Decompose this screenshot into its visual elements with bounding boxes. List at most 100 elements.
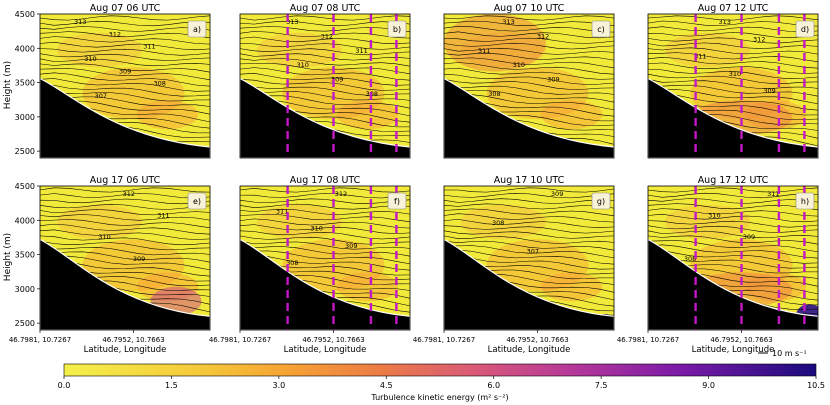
y-tick-label: 2500 xyxy=(15,319,35,328)
isentrope-line xyxy=(444,25,614,33)
isentrope-line xyxy=(240,20,410,27)
isentrope-line xyxy=(240,36,410,45)
isentrope-line xyxy=(648,187,818,193)
isentrope-line xyxy=(648,208,818,217)
tke-patch xyxy=(336,272,399,302)
contour-label: 312 xyxy=(753,35,765,43)
isentrope-line xyxy=(444,20,614,27)
isentrope-line xyxy=(444,225,614,234)
isentrope-line xyxy=(240,203,410,210)
isentrope-line xyxy=(40,240,210,251)
contour-label: 312 xyxy=(123,190,135,198)
contour-label: 307 xyxy=(95,92,107,100)
contour-label: 310 xyxy=(513,61,525,69)
isentrope-line xyxy=(444,62,614,75)
isentrope-line xyxy=(240,240,410,250)
contour-label: 308 xyxy=(488,90,500,98)
isentrope-line xyxy=(40,223,210,235)
isentrope-line xyxy=(648,84,818,97)
tke-patch xyxy=(136,100,199,130)
contour-label: 308 xyxy=(684,255,696,263)
x-tick-label: 46.7981, 10.7267 xyxy=(9,336,71,344)
panel-a: 313 312 311 310 309 308 307 a) Aug 07 06 UTC 2500… xyxy=(15,3,211,159)
isentrope-line xyxy=(648,225,818,233)
contour-label: 310 xyxy=(708,212,720,220)
isentrope-line xyxy=(40,245,210,256)
isentrope-line xyxy=(444,79,614,90)
y-tick-label: 3500 xyxy=(15,251,35,260)
isentrope-line xyxy=(40,89,210,102)
x-tick-label: 46.7981, 10.7267 xyxy=(413,336,475,344)
isentrope-line xyxy=(648,220,818,228)
isentrope-line xyxy=(444,52,614,61)
colorbar-label: Turbulence kinetic energy (m² s⁻²) xyxy=(370,393,508,402)
panel-d: 313 312 311 310 309 d) Aug 07 12 UTC xyxy=(647,3,819,159)
terrain xyxy=(40,77,210,158)
terrain xyxy=(240,77,410,158)
isentrope-line xyxy=(648,37,818,44)
contour-label: 309 xyxy=(551,190,563,198)
panel-e: 312 311 310 309 e) Aug 17 06 UTC 2500 3000 3500 4… xyxy=(15,175,211,331)
x-axis-label: Latitude, Longitude xyxy=(284,345,367,355)
isentrope-line xyxy=(240,89,410,101)
isentrope-line xyxy=(40,78,210,92)
isentrope-line xyxy=(648,244,818,259)
isentrope-line xyxy=(40,209,210,216)
contour-label: 313 xyxy=(74,18,86,26)
isentrope-line xyxy=(648,203,818,211)
contour-label: 311 xyxy=(143,43,155,51)
isentrope-line xyxy=(648,62,818,74)
isentrope-line xyxy=(240,213,410,223)
isentrope-line xyxy=(648,47,818,55)
colorbar-bar xyxy=(63,363,817,377)
panel-c: 313 312 311 310 309 308 c) Aug 07 10 UTC xyxy=(443,3,615,159)
isentrope-line xyxy=(444,37,614,44)
panel-title: Aug 17 12 UTC xyxy=(698,175,769,186)
contour-label: 311 xyxy=(276,207,288,215)
isentrope-line xyxy=(444,42,614,50)
isentrope-line xyxy=(40,193,210,199)
y-tick-label: 2500 xyxy=(15,147,35,156)
isentrope-line xyxy=(648,213,818,223)
contour-label: 308 xyxy=(286,259,298,267)
panel-title: Aug 07 10 UTC xyxy=(494,3,565,14)
isentrope-line xyxy=(240,15,410,21)
wind-reference-label: 10 m s⁻¹ xyxy=(772,349,807,358)
isentrope-line xyxy=(444,245,614,259)
panel-g: 309 308 307 g) Aug 17 10 UTC xyxy=(443,175,615,331)
contour-label: 309 xyxy=(133,255,145,263)
isentrope-line xyxy=(240,58,410,67)
y-axis-label-top: Height (m) xyxy=(3,61,13,109)
wind-reference: 10 m s⁻¹ xyxy=(758,349,807,358)
colorbar-tick-label: 3.0 xyxy=(272,381,285,390)
isentrope-line xyxy=(40,219,210,229)
y-tick-label: 3000 xyxy=(15,285,35,294)
svg-text:c): c) xyxy=(597,25,605,34)
isentrope-line xyxy=(444,208,614,217)
isentrope-line xyxy=(40,58,210,67)
y-tick-label: 4500 xyxy=(15,10,35,19)
terrain xyxy=(648,77,818,158)
panel-frame xyxy=(647,13,819,159)
svg-text:a): a) xyxy=(193,25,201,34)
isentrope-line xyxy=(240,245,410,257)
panel-b: 313312311310309308b)Aug 07 08 UTC xyxy=(239,3,411,159)
contour-label: 307 xyxy=(527,248,539,256)
isentrope-line xyxy=(40,229,210,240)
colorbar-tick-label: 0.0 xyxy=(58,381,71,390)
svg-text:h): h) xyxy=(801,197,809,206)
tke-patch xyxy=(540,272,603,302)
panel-frame xyxy=(239,185,411,331)
contour-label: 312 xyxy=(335,190,347,198)
isentrope-line xyxy=(40,68,210,81)
isentrope-line xyxy=(444,57,614,69)
isentrope-line xyxy=(240,218,410,229)
isentrope-line xyxy=(240,187,410,193)
svg-text:g): g) xyxy=(597,197,605,206)
isentrope-line xyxy=(240,31,410,39)
isentrope-line xyxy=(40,53,210,61)
x-tick-label: 46.7952, 10.7663 xyxy=(102,336,164,344)
isentrope-line xyxy=(240,224,410,234)
isentrope-line xyxy=(240,193,410,199)
panel-title: Aug 07 12 UTC xyxy=(698,3,769,14)
